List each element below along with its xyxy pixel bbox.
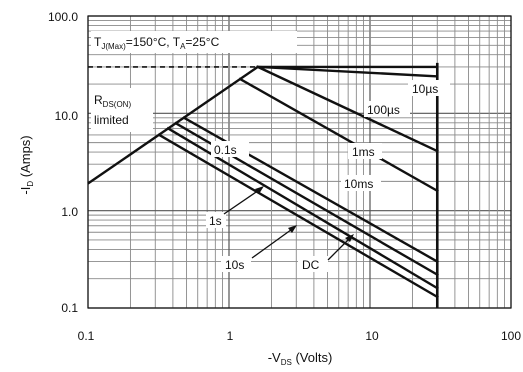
series-line-10ms (238, 77, 439, 193)
curve-label-10us: 10µs (412, 82, 438, 96)
arrow-10s (251, 226, 296, 259)
tick-labels: 0.1 1 10 100 100.0 10.0 1.0 0.1 (48, 10, 521, 343)
curve-label-0-1s: 0.1s (214, 143, 237, 157)
y-tick-label: 0.1 (61, 301, 78, 315)
conditions-box: TJ(Max)=150°C, TA=25°C (91, 31, 297, 53)
curve-label-10ms: 10ms (344, 177, 373, 191)
y-axis-title: -ID (Amps) (18, 135, 35, 194)
label-arrows (223, 186, 354, 261)
dc-label: DC (302, 258, 320, 272)
x-tick-label: 10 (365, 329, 379, 343)
curve-label-100us: 100µs (367, 103, 400, 117)
x-axis-title: -VDS (Volts) (268, 350, 333, 367)
rds-limited-box: RDS(ON) limited (91, 88, 153, 132)
series-line-100-s (256, 65, 439, 78)
conditions-label: TJ(Max)=150°C, TA=25°C (94, 35, 220, 51)
curve-labels: 10µs 100µs 1ms 10ms 0.1s 1s 10s DC (206, 80, 450, 272)
y-tick-label: 1.0 (61, 205, 78, 219)
arrowhead-10s (288, 225, 297, 233)
plot-frame (87, 15, 512, 309)
rds-limit-line (87, 65, 259, 185)
curve-label-1ms: 1ms (352, 145, 375, 159)
series-line-DC (157, 133, 439, 299)
rds-label: RDS(ON) (94, 93, 131, 109)
arrowhead-dc (345, 234, 354, 242)
arrow-1s (223, 187, 263, 215)
y-tick-label: 10.0 (55, 109, 79, 123)
x-tick-label: 1 (227, 329, 234, 343)
y-tick-label: 100.0 (48, 10, 78, 24)
x-tick-label: 100 (501, 329, 521, 343)
curve-label-1s: 1s (209, 214, 222, 228)
rds-limited-label: limited (94, 113, 129, 127)
arrowhead-1s (255, 186, 264, 194)
x-tick-label: 0.1 (78, 329, 95, 343)
series-line-1ms (256, 65, 439, 153)
curve-label-10s: 10s (225, 258, 244, 272)
